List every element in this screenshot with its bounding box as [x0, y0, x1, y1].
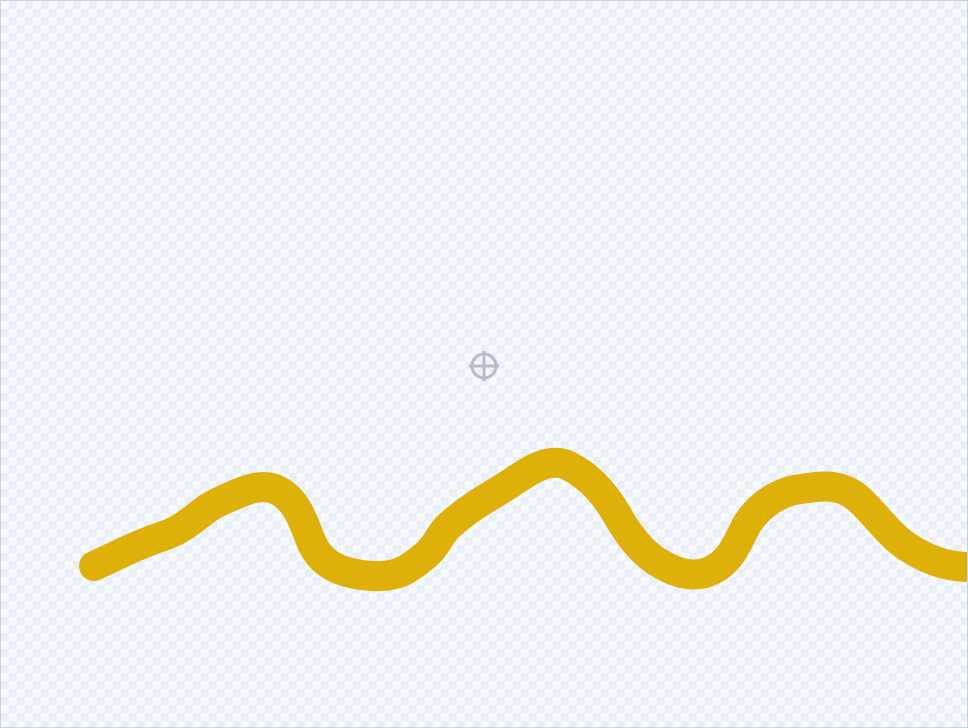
crosshair-icon — [469, 351, 499, 381]
brush-stroke[interactable] — [79, 447, 967, 592]
